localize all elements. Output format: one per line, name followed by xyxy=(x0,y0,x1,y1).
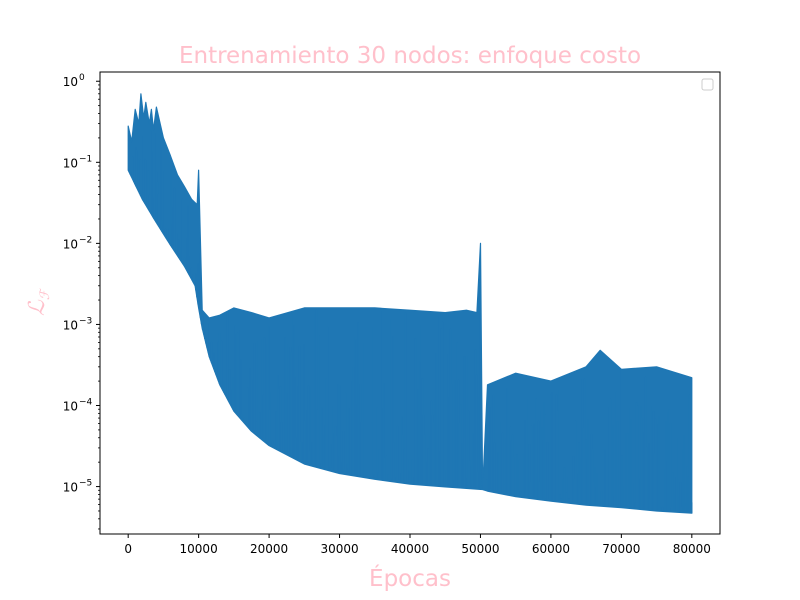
y-tick-exponent: −2 xyxy=(79,235,92,245)
y-tick-exponent: −5 xyxy=(79,479,92,489)
x-tick-label: 10000 xyxy=(180,542,218,556)
legend-box xyxy=(701,78,714,91)
x-tick-label: 30000 xyxy=(320,542,358,556)
y-tick-label: 10 xyxy=(63,400,78,414)
y-tick-exponent: 0 xyxy=(79,73,85,83)
x-tick-label: 40000 xyxy=(391,542,429,556)
y-tick-label: 10 xyxy=(63,237,78,251)
y-tick-label: 10 xyxy=(63,318,78,332)
x-tick-label: 60000 xyxy=(532,542,570,556)
y-axis-label-main: ℒ xyxy=(25,299,50,316)
y-tick-label: 10 xyxy=(63,481,78,495)
plot-area xyxy=(99,71,721,535)
x-tick-label: 0 xyxy=(124,542,132,556)
y-tick-label: 10 xyxy=(63,75,78,89)
chart-title: Entrenamiento 30 nodos: enfoque costo xyxy=(179,43,641,69)
x-tick-label: 80000 xyxy=(673,542,711,556)
y-axis-label-subscript: ℱ xyxy=(38,287,53,300)
series-0-spikes xyxy=(128,130,693,514)
y-axis-label: ℒℱ xyxy=(25,287,53,316)
y-tick-exponent: −3 xyxy=(79,316,92,326)
x-tick-label: 70000 xyxy=(602,542,640,556)
x-axis: 0 10000 20000 30000 40000 50000 60000 70000 8000… xyxy=(124,534,711,556)
x-axis-label: Épocas xyxy=(369,564,451,592)
y-tick-exponent: −1 xyxy=(79,154,92,164)
series-layer xyxy=(127,93,693,514)
x-tick-label: 50000 xyxy=(461,542,499,556)
svg-text:ℒℱ: ℒℱ xyxy=(25,287,53,316)
x-tick-label: 20000 xyxy=(250,542,288,556)
y-tick-exponent: −4 xyxy=(79,398,93,408)
y-tick-label: 10 xyxy=(63,156,78,170)
